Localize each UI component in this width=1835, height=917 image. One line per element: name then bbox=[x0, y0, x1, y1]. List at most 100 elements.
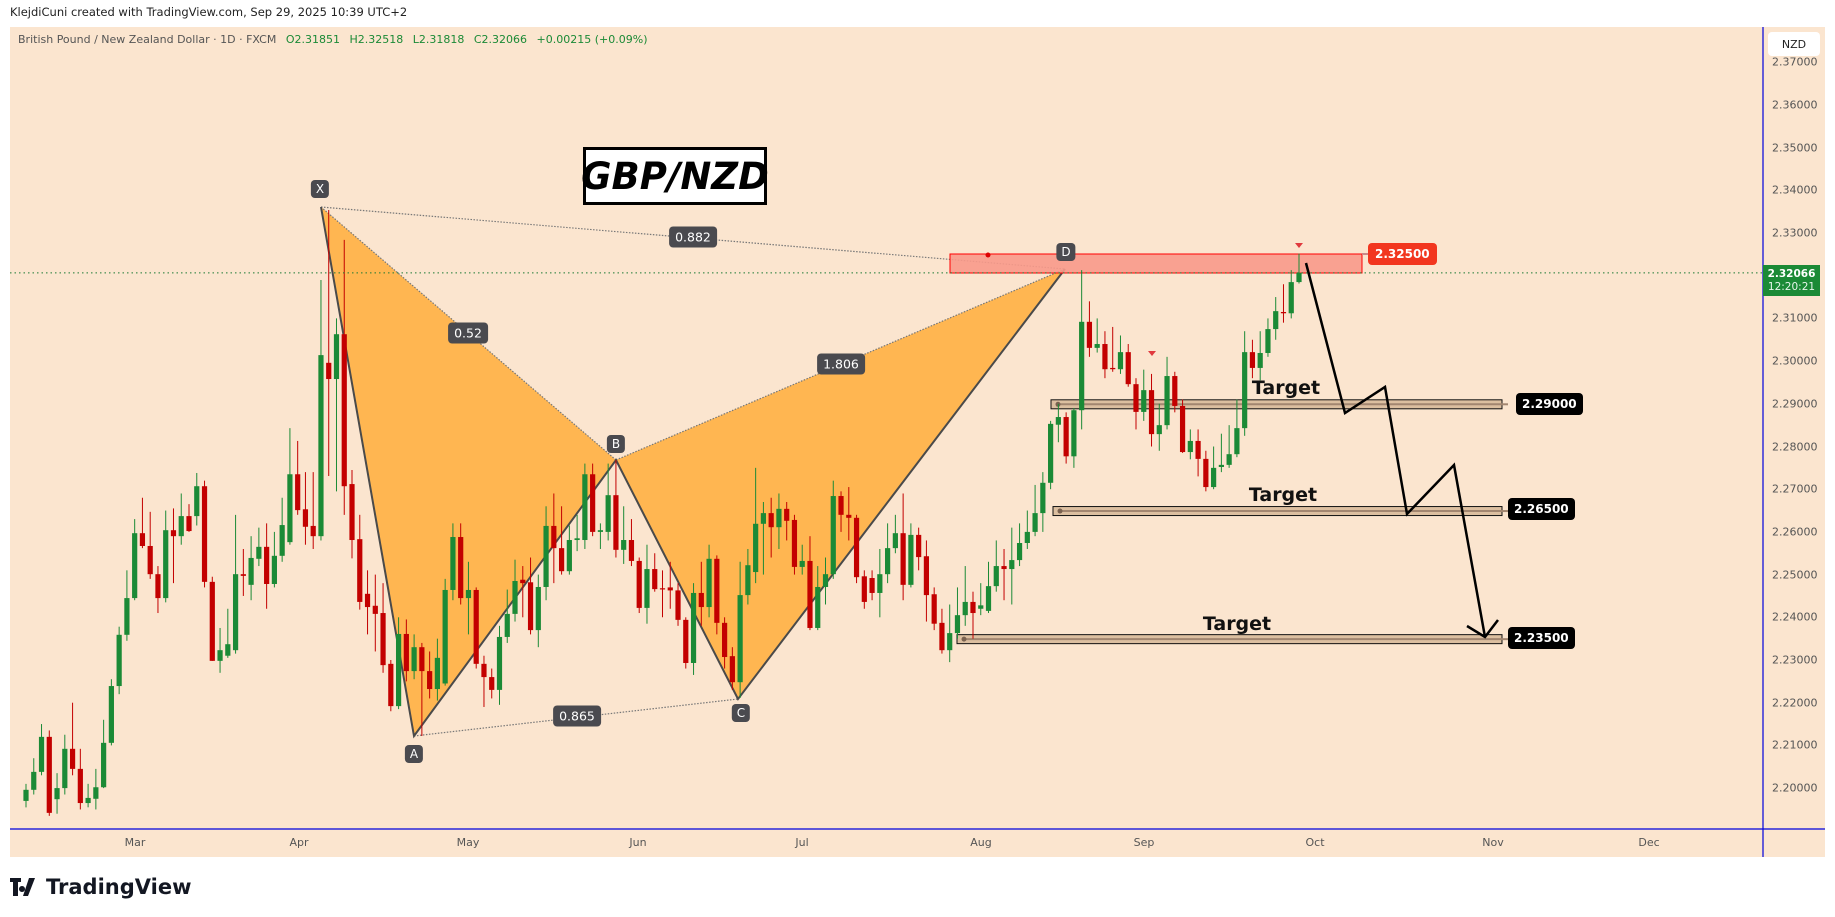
high-marker-icon bbox=[1148, 351, 1156, 356]
candle-body bbox=[590, 474, 596, 532]
candle bbox=[85, 783, 91, 808]
pattern-legs bbox=[320, 206, 1066, 739]
candle bbox=[520, 566, 526, 618]
candle-body bbox=[931, 594, 937, 624]
candle bbox=[186, 504, 192, 532]
candle bbox=[729, 647, 735, 690]
candle-body bbox=[1110, 367, 1116, 370]
candle bbox=[590, 463, 596, 537]
target-2-price-label[interactable]: 2.26500 bbox=[1508, 498, 1575, 520]
candle bbox=[1055, 403, 1061, 443]
price-tick-label: 2.33000 bbox=[1772, 226, 1818, 240]
time-tick-label: May bbox=[456, 836, 480, 849]
overlays bbox=[1148, 243, 1499, 639]
candle-body bbox=[54, 788, 60, 800]
candle-body bbox=[768, 513, 774, 528]
candle-body bbox=[869, 578, 875, 593]
candle-body bbox=[1172, 376, 1178, 406]
candle-body bbox=[1234, 428, 1240, 455]
candle bbox=[23, 783, 29, 808]
candle bbox=[93, 768, 99, 810]
target-3-price-label[interactable]: 2.23500 bbox=[1508, 627, 1575, 649]
candle-body bbox=[170, 530, 177, 537]
sell-zone-price-label[interactable]: 2.32500 bbox=[1368, 243, 1437, 265]
candle-body bbox=[287, 474, 293, 543]
candle bbox=[745, 548, 751, 605]
change-value: +0.00215 (+0.09%) bbox=[536, 33, 648, 46]
candle bbox=[853, 514, 860, 584]
point-x-label[interactable]: X bbox=[310, 180, 330, 198]
candle bbox=[1032, 484, 1038, 537]
pattern-triangle-bcd bbox=[616, 269, 1065, 699]
candle-body bbox=[1195, 440, 1201, 459]
candle bbox=[815, 566, 821, 631]
point-c-label[interactable]: C bbox=[731, 704, 751, 722]
candle-body bbox=[916, 534, 922, 558]
candle bbox=[201, 480, 208, 588]
candle-body bbox=[395, 633, 402, 707]
candle-body bbox=[551, 525, 557, 549]
candle-body bbox=[108, 686, 114, 743]
candle-body bbox=[1288, 282, 1294, 314]
candle-body bbox=[1001, 566, 1007, 570]
candle bbox=[908, 523, 914, 588]
candle bbox=[931, 587, 937, 631]
time-tick-label: Dec bbox=[1638, 836, 1660, 849]
price-tick-label: 2.25000 bbox=[1772, 568, 1818, 582]
candle bbox=[1079, 270, 1085, 430]
candle-body bbox=[566, 540, 572, 572]
candle bbox=[481, 655, 487, 707]
candle bbox=[1195, 429, 1201, 477]
point-d-label[interactable]: D bbox=[1056, 243, 1076, 261]
candle bbox=[690, 583, 697, 675]
candle-body bbox=[240, 574, 246, 576]
candle bbox=[1016, 523, 1023, 567]
candle bbox=[1273, 297, 1279, 340]
candle-body bbox=[1265, 329, 1271, 353]
candle-body bbox=[1273, 311, 1279, 330]
tradingview-logo[interactable]: TradingView bbox=[10, 875, 191, 899]
candle-body bbox=[302, 509, 309, 527]
high-marker-icon bbox=[1295, 243, 1303, 248]
candle-body bbox=[147, 545, 153, 575]
currency-button[interactable]: NZD bbox=[1768, 32, 1820, 56]
candle bbox=[1071, 408, 1077, 468]
bar-countdown: 12:20:21 bbox=[1767, 280, 1816, 293]
symbol-name[interactable]: British Pound / New Zealand Dollar · 1D … bbox=[18, 33, 277, 46]
candle bbox=[574, 514, 580, 552]
candle-body bbox=[791, 519, 798, 567]
candle-body bbox=[1242, 352, 1248, 429]
candle bbox=[132, 519, 138, 601]
point-b-label[interactable]: B bbox=[606, 435, 626, 453]
candle bbox=[706, 544, 712, 618]
logo-text: TradingView bbox=[46, 875, 192, 899]
candle bbox=[419, 642, 425, 737]
candle bbox=[155, 566, 161, 614]
target-1-price-label[interactable]: 2.29000 bbox=[1516, 393, 1583, 415]
candle-body bbox=[1187, 440, 1193, 453]
pair-title-label[interactable]: GBP/NZD bbox=[581, 147, 769, 205]
point-a-label[interactable]: A bbox=[404, 745, 424, 763]
candle bbox=[38, 724, 45, 776]
candle bbox=[170, 508, 177, 584]
candle bbox=[302, 472, 309, 545]
price-tick-label: 2.30000 bbox=[1772, 354, 1818, 368]
candle bbox=[1249, 339, 1256, 379]
candle-body bbox=[846, 514, 852, 518]
candle-body bbox=[706, 558, 712, 608]
candle-body bbox=[1125, 352, 1131, 385]
current-price-value: 2.32066 bbox=[1767, 267, 1816, 280]
candle bbox=[209, 576, 215, 661]
candle bbox=[970, 591, 976, 639]
candle bbox=[1117, 335, 1124, 374]
candle bbox=[535, 574, 541, 648]
candle bbox=[861, 570, 867, 609]
candle-body bbox=[1063, 417, 1069, 457]
candle bbox=[458, 523, 464, 605]
candle-body bbox=[1079, 321, 1085, 411]
candle-body bbox=[178, 516, 184, 537]
candle bbox=[225, 608, 231, 658]
candle-body bbox=[232, 574, 239, 651]
candle-body bbox=[690, 592, 697, 663]
